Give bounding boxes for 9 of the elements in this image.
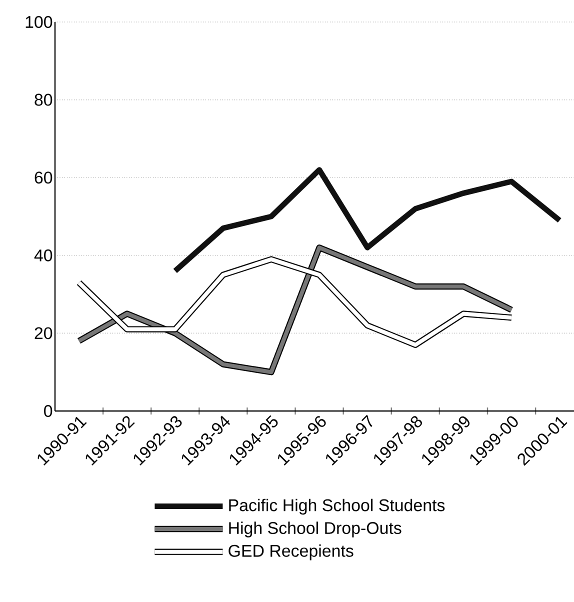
y-tick-label: 0 [44,405,52,417]
y-tick-label: 40 [34,249,52,262]
y-tick-label: 60 [34,172,52,184]
legend-label: GED Recepients [228,544,354,560]
legend-label: High School Drop-Outs [229,522,402,538]
y-tick-label: 100 [26,16,52,28]
y-tick-label: 20 [34,327,52,340]
legend-label: Pacific High School Students [229,498,445,515]
y-tick-label: 80 [34,94,52,106]
